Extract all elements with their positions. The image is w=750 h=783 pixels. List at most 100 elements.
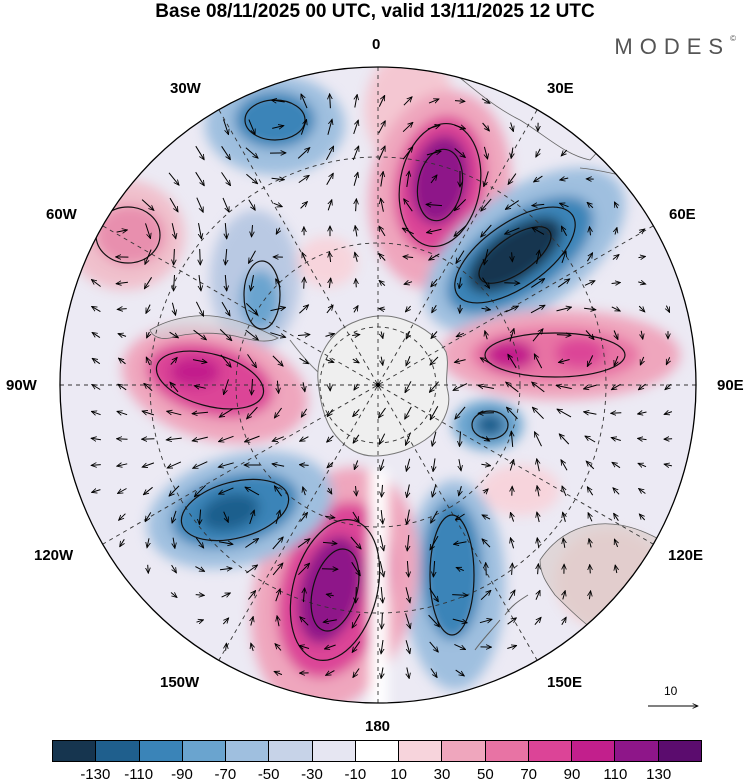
wind-vector: [430, 356, 439, 365]
wind-vector: [405, 613, 411, 628]
wind-vector: [195, 301, 203, 316]
wind-vector: [300, 513, 308, 522]
wind-vector: [531, 279, 544, 288]
lon-label-90w: 90W: [6, 377, 37, 394]
wind-vector: [246, 173, 257, 183]
wind-vector: [271, 178, 285, 179]
wind-vector: [406, 356, 410, 366]
wind-vector: [272, 126, 284, 129]
wind-vector: [430, 175, 437, 184]
wind-vector: [406, 432, 411, 446]
wind-vector: [326, 594, 334, 596]
wind-vector: [561, 149, 568, 156]
colorbar-swatch: [528, 741, 573, 761]
wind-vector: [148, 564, 149, 573]
wind-vector: [327, 461, 334, 468]
wind-vector: [356, 199, 357, 212]
wind-vector: [561, 226, 568, 237]
wind-vector: [300, 617, 309, 626]
wind-vector: [511, 431, 512, 447]
wind-vector: [481, 198, 492, 211]
colorbar-swatch: [312, 741, 356, 761]
wind-vector: [219, 408, 234, 417]
wind-vector: [664, 412, 673, 415]
wind-vector: [303, 588, 304, 603]
wind-vector: [381, 667, 383, 679]
wind-vector: [590, 227, 591, 236]
wind-vector: [589, 591, 590, 600]
wind-vector: [405, 381, 412, 392]
wind-vector: [225, 274, 226, 291]
wind-vector: [480, 590, 491, 601]
wind-vector: [145, 304, 150, 314]
colorbar-swatch: [442, 741, 486, 761]
new-zealand: [474, 594, 529, 651]
wind-vector: [430, 668, 437, 678]
wind-vector: [325, 146, 333, 161]
wind-vector: [169, 197, 178, 212]
wind-vector: [557, 409, 572, 418]
wind-vector: [92, 358, 101, 365]
wind-vector: [532, 228, 545, 235]
wind-vector: [407, 560, 408, 577]
wind-vector: [402, 228, 414, 235]
wind-vector: [378, 146, 386, 161]
wind-vector: [356, 279, 357, 288]
wind-vector: [638, 438, 647, 439]
wind-vector: [118, 384, 127, 391]
wind-vector: [431, 331, 438, 339]
wind-vector: [91, 280, 101, 287]
reference-vector-label: 10: [664, 684, 678, 698]
wind-vector: [402, 147, 413, 160]
wind-vector: [638, 256, 646, 257]
wind-vector: [379, 561, 384, 577]
wind-vector: [381, 586, 383, 603]
wind-vector: [507, 618, 517, 625]
wind-vector: [407, 667, 409, 679]
wind-vector: [615, 565, 617, 574]
wind-vector: [584, 412, 597, 414]
colorbar-tick-label: -90: [171, 766, 193, 783]
wind-vector: [665, 357, 669, 364]
lon-label-120e: 120E: [668, 547, 704, 564]
south-america: [149, 315, 279, 342]
wind-vector: [195, 537, 203, 548]
wind-vector: [226, 643, 227, 651]
wind-vector: [352, 613, 361, 628]
wind-vector: [117, 411, 128, 414]
wind-vector: [222, 197, 229, 212]
wind-vector: [245, 435, 260, 442]
wind-vector: [429, 641, 439, 652]
wind-vector: [251, 275, 254, 291]
wind-vector: [586, 461, 595, 470]
colorbar: [52, 740, 702, 762]
wind-vector: [299, 646, 310, 649]
wind-vector: [251, 617, 253, 626]
wind-vector: [561, 251, 566, 264]
wind-vector: [274, 407, 283, 418]
colorbar-swatch: [182, 741, 227, 761]
wind-vector: [639, 514, 646, 521]
wind-vector: [382, 612, 383, 629]
wind-vector: [404, 282, 413, 285]
wind-vector: [590, 565, 591, 574]
wind-vector: [406, 458, 409, 472]
wind-vector: [297, 335, 310, 336]
wind-vector: [117, 439, 128, 440]
wind-vector: [219, 568, 232, 569]
wind-vector: [379, 254, 386, 261]
colorbar-tick-label: -110: [124, 766, 154, 783]
wind-vector: [221, 301, 230, 316]
wind-vector: [614, 356, 618, 366]
wind-vector: [665, 383, 672, 389]
wind-vector: [218, 462, 234, 467]
wind-vector: [459, 486, 462, 496]
wind-vector: [586, 355, 594, 366]
wind-vector: [272, 537, 283, 550]
wind-vector: [536, 148, 540, 157]
wind-vector: [381, 356, 383, 366]
wind-vector: [353, 120, 359, 135]
wind-vector: [454, 199, 467, 210]
wind-vector: [303, 382, 305, 391]
wind-vector: [272, 436, 284, 442]
